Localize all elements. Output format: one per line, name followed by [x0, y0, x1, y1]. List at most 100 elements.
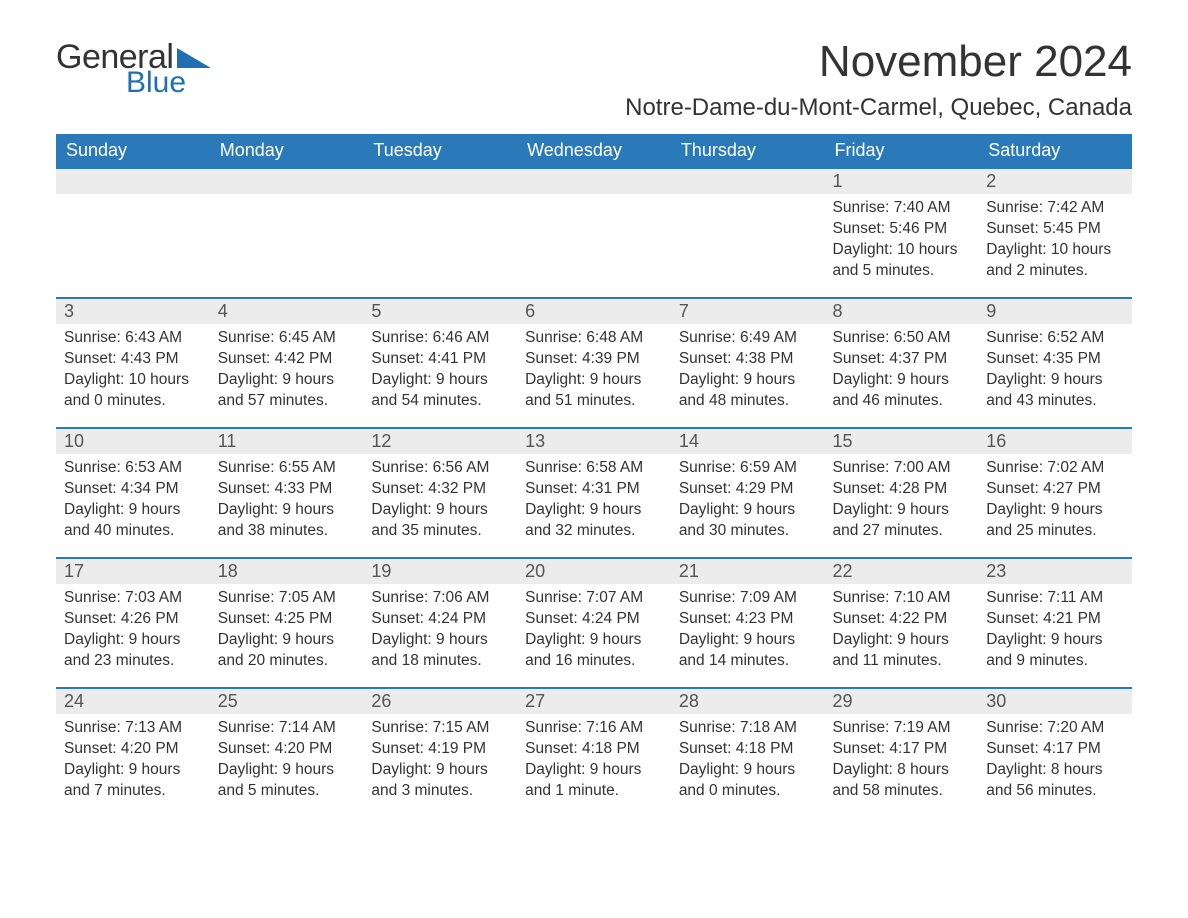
daylight-label: Daylight: — [833, 241, 898, 258]
sunrise-label: Sunrise: — [218, 719, 279, 736]
sunrise-label: Sunrise: — [833, 719, 894, 736]
day-sunset-line: Sunset: 5:46 PM — [833, 219, 971, 240]
day-number: 4 — [210, 299, 364, 324]
day-sunrise-line: Sunrise: 6:46 AM — [371, 328, 509, 349]
sunset-label: Sunset: — [371, 480, 428, 497]
day-sunset-line: Sunset: 4:32 PM — [371, 479, 509, 500]
day-sunset-line: Sunset: 4:26 PM — [64, 609, 202, 630]
weekday-header: Monday — [210, 134, 364, 168]
daylight-label: Daylight: — [833, 371, 898, 388]
sunrise-value: 7:06 AM — [433, 589, 490, 606]
daylight-label: Daylight: — [679, 501, 744, 518]
day-sunset-line: Sunset: 4:29 PM — [679, 479, 817, 500]
daylight-label: Daylight: — [833, 631, 898, 648]
day-details: Sunrise: 6:43 AMSunset: 4:43 PMDaylight:… — [56, 324, 210, 420]
day-sunrise-line: Sunrise: 7:14 AM — [218, 718, 356, 739]
day-details: Sunrise: 7:09 AMSunset: 4:23 PMDaylight:… — [671, 584, 825, 680]
sunset-label: Sunset: — [218, 740, 275, 757]
day-sunrise-line: Sunrise: 7:09 AM — [679, 588, 817, 609]
calendar-table: SundayMondayTuesdayWednesdayThursdayFrid… — [56, 134, 1132, 818]
calendar-empty-cell — [671, 168, 825, 298]
sunset-label: Sunset: — [986, 350, 1043, 367]
sunset-value: 4:18 PM — [736, 740, 794, 757]
daylight-label: Daylight: — [679, 761, 744, 778]
day-details: Sunrise: 6:48 AMSunset: 4:39 PMDaylight:… — [517, 324, 671, 420]
sunrise-value: 6:49 AM — [740, 329, 797, 346]
day-number: 21 — [671, 559, 825, 584]
day-sunrise-line: Sunrise: 7:11 AM — [986, 588, 1124, 609]
sunset-value: 4:20 PM — [275, 740, 333, 757]
calendar-day-cell: 28Sunrise: 7:18 AMSunset: 4:18 PMDayligh… — [671, 688, 825, 818]
day-daylight-line: Daylight: 9 hours and 30 minutes. — [679, 500, 817, 542]
sunset-value: 4:33 PM — [275, 480, 333, 497]
day-sunrise-line: Sunrise: 7:18 AM — [679, 718, 817, 739]
sunset-value: 4:24 PM — [428, 610, 486, 627]
sunrise-value: 7:07 AM — [586, 589, 643, 606]
day-details: Sunrise: 6:50 AMSunset: 4:37 PMDaylight:… — [825, 324, 979, 420]
sunrise-value: 7:03 AM — [125, 589, 182, 606]
day-sunrise-line: Sunrise: 6:55 AM — [218, 458, 356, 479]
sunset-label: Sunset: — [986, 740, 1043, 757]
daylight-label: Daylight: — [679, 631, 744, 648]
sunset-value: 4:28 PM — [889, 480, 947, 497]
sunrise-label: Sunrise: — [371, 459, 432, 476]
day-sunset-line: Sunset: 4:24 PM — [525, 609, 663, 630]
sunrise-label: Sunrise: — [64, 589, 125, 606]
daylight-label: Daylight: — [371, 371, 436, 388]
day-number: 9 — [978, 299, 1132, 324]
day-number: 27 — [517, 689, 671, 714]
day-daylight-line: Daylight: 9 hours and 3 minutes. — [371, 760, 509, 802]
sunrise-value: 6:53 AM — [125, 459, 182, 476]
day-details: Sunrise: 6:49 AMSunset: 4:38 PMDaylight:… — [671, 324, 825, 420]
day-number: 2 — [978, 169, 1132, 194]
calendar-day-cell: 20Sunrise: 7:07 AMSunset: 4:24 PMDayligh… — [517, 558, 671, 688]
day-details: Sunrise: 6:52 AMSunset: 4:35 PMDaylight:… — [978, 324, 1132, 420]
day-details: Sunrise: 7:07 AMSunset: 4:24 PMDaylight:… — [517, 584, 671, 680]
day-daylight-line: Daylight: 9 hours and 25 minutes. — [986, 500, 1124, 542]
sunrise-value: 6:43 AM — [125, 329, 182, 346]
month-title: November 2024 — [625, 40, 1132, 84]
day-sunset-line: Sunset: 4:35 PM — [986, 349, 1124, 370]
sunrise-value: 7:15 AM — [433, 719, 490, 736]
day-daylight-line: Daylight: 9 hours and 27 minutes. — [833, 500, 971, 542]
day-details: Sunrise: 7:10 AMSunset: 4:22 PMDaylight:… — [825, 584, 979, 680]
sunset-label: Sunset: — [833, 610, 890, 627]
day-sunset-line: Sunset: 4:27 PM — [986, 479, 1124, 500]
day-details: Sunrise: 7:18 AMSunset: 4:18 PMDaylight:… — [671, 714, 825, 810]
sunrise-value: 7:02 AM — [1047, 459, 1104, 476]
daylight-label: Daylight: — [986, 631, 1051, 648]
day-sunrise-line: Sunrise: 6:59 AM — [679, 458, 817, 479]
day-details — [363, 194, 517, 254]
sunrise-label: Sunrise: — [679, 589, 740, 606]
sunset-value: 4:34 PM — [121, 480, 179, 497]
sunset-value: 4:21 PM — [1043, 610, 1101, 627]
sunset-label: Sunset: — [833, 220, 890, 237]
sunset-label: Sunset: — [986, 220, 1043, 237]
daylight-label: Daylight: — [218, 631, 283, 648]
day-sunrise-line: Sunrise: 6:43 AM — [64, 328, 202, 349]
day-details: Sunrise: 6:56 AMSunset: 4:32 PMDaylight:… — [363, 454, 517, 550]
day-details: Sunrise: 7:40 AMSunset: 5:46 PMDaylight:… — [825, 194, 979, 290]
sunrise-value: 6:58 AM — [586, 459, 643, 476]
day-sunset-line: Sunset: 4:21 PM — [986, 609, 1124, 630]
calendar-day-cell: 24Sunrise: 7:13 AMSunset: 4:20 PMDayligh… — [56, 688, 210, 818]
day-sunset-line: Sunset: 4:19 PM — [371, 739, 509, 760]
sunrise-label: Sunrise: — [525, 329, 586, 346]
day-daylight-line: Daylight: 9 hours and 9 minutes. — [986, 630, 1124, 672]
day-daylight-line: Daylight: 9 hours and 43 minutes. — [986, 370, 1124, 412]
day-sunrise-line: Sunrise: 7:02 AM — [986, 458, 1124, 479]
daylight-label: Daylight: — [525, 371, 590, 388]
day-number: 1 — [825, 169, 979, 194]
day-number: 19 — [363, 559, 517, 584]
sunrise-value: 6:50 AM — [894, 329, 951, 346]
daylight-label: Daylight: — [986, 501, 1051, 518]
day-sunrise-line: Sunrise: 6:56 AM — [371, 458, 509, 479]
calendar-day-cell: 19Sunrise: 7:06 AMSunset: 4:24 PMDayligh… — [363, 558, 517, 688]
day-number: 26 — [363, 689, 517, 714]
sunset-label: Sunset: — [64, 350, 121, 367]
sunrise-label: Sunrise: — [986, 719, 1047, 736]
weekday-header-row: SundayMondayTuesdayWednesdayThursdayFrid… — [56, 134, 1132, 168]
day-details: Sunrise: 7:14 AMSunset: 4:20 PMDaylight:… — [210, 714, 364, 810]
day-sunset-line: Sunset: 4:22 PM — [833, 609, 971, 630]
sunrise-label: Sunrise: — [371, 589, 432, 606]
